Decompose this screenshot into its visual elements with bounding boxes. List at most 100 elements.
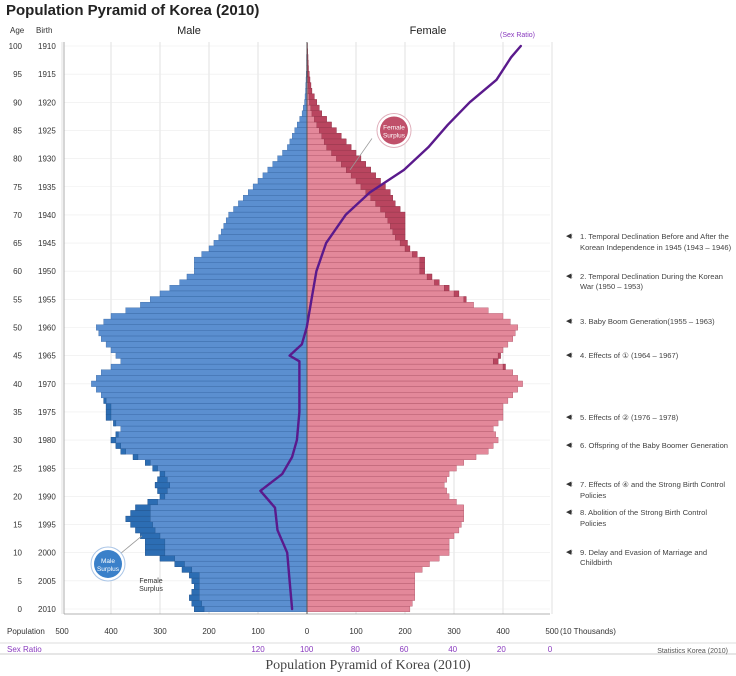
female-bar [306, 262, 425, 269]
female-bar [306, 273, 433, 280]
female-surplus-bar [309, 99, 317, 106]
male-bar [135, 504, 308, 511]
age-tick-label: 65 [13, 239, 22, 248]
annotation-text: 7. Effects of ④ and the Strong Birth Con… [580, 480, 726, 500]
male-surplus-bar [181, 566, 193, 573]
annotation-text: 1. Temporal Declination Before and After… [580, 232, 732, 252]
male-bar [238, 200, 308, 207]
age-tick-label: 60 [13, 267, 22, 276]
female-surplus-bar [370, 195, 393, 202]
male-surplus-bar [103, 397, 107, 404]
female-surplus-bar [426, 273, 433, 280]
female-bar [306, 510, 464, 517]
female-bar [306, 532, 455, 539]
male-surplus-bubble-text: Surplus [97, 566, 120, 573]
female-surplus-bar [412, 251, 418, 258]
male-bar [221, 228, 308, 235]
age-tick-label: 30 [13, 436, 22, 445]
female-bar [306, 437, 499, 444]
sex-ratio-tick-label: 60 [400, 645, 409, 654]
female-surplus-bar [375, 200, 396, 207]
male-bar [186, 273, 308, 280]
female-surplus-bar [319, 127, 337, 134]
age-tick-label: 80 [13, 155, 22, 164]
birth-tick-label: 1950 [38, 267, 56, 276]
female-surplus-bar [308, 82, 312, 89]
female-bar [306, 470, 450, 477]
population-tick-label: 500 [55, 627, 69, 636]
male-surplus-bar [113, 420, 117, 427]
male-bar [218, 234, 308, 241]
male-surplus-bar [132, 453, 139, 460]
male-bar [213, 240, 308, 247]
female-surplus-bubble-text: Surplus [383, 132, 406, 139]
annotation-marker-icon: ◀‹ [566, 413, 573, 421]
female-surplus-bar [387, 217, 406, 224]
population-tick-label: 200 [202, 627, 216, 636]
age-tick-label: 40 [13, 380, 22, 389]
female-surplus-bar [419, 262, 425, 269]
female-bar [306, 347, 504, 354]
male-surplus-bar [159, 470, 166, 477]
annotation-text: 4. Effects of ① (1964 – 1967) [580, 350, 679, 360]
annotation-text: 2. Temporal Declination During the Korea… [580, 271, 723, 292]
annotation-text: 8. Abolition of the Strong Birth Control… [580, 508, 708, 528]
female-bar [306, 544, 450, 551]
female-bar [306, 369, 513, 376]
male-bar [157, 476, 308, 483]
male-bar [101, 392, 308, 399]
male-bar [105, 341, 308, 348]
male-bar [115, 442, 308, 449]
age-tick-label: 10 [13, 549, 22, 558]
male-surplus-bar [130, 510, 151, 517]
population-unit-label: (10 Thousands) [560, 627, 616, 636]
male-bar [194, 268, 308, 275]
male-bar [140, 301, 308, 308]
annotation-item: ◀‹ 5. Effects of ② (1976 – 1978) [566, 413, 734, 424]
male-surplus-bar [159, 555, 175, 562]
birth-tick-label: 1915 [38, 70, 56, 79]
male-surplus-bar [105, 414, 112, 421]
male-bar [159, 470, 308, 477]
male-bar [289, 138, 308, 145]
female-bar [306, 448, 489, 455]
male-bar [130, 521, 308, 528]
age-tick-label: 20 [13, 492, 22, 501]
annotation-marker-icon: ◀‹ [566, 317, 573, 325]
male-surplus-bar [189, 572, 200, 579]
age-tick-label: 50 [13, 324, 22, 333]
male-bar [147, 499, 308, 506]
male-surplus-bar [159, 493, 166, 500]
female-surplus-bar [395, 234, 406, 241]
male-bar [223, 223, 308, 230]
female-surplus-bar [311, 110, 322, 117]
male-bar [145, 549, 308, 556]
male-surplus-bar [110, 437, 117, 444]
annotation-marker-icon: ◀‹ [566, 441, 573, 449]
female-bar [306, 335, 513, 342]
annotation-text: 9. Delay and Evasion of Marriage and Chi… [580, 547, 708, 568]
male-bar [105, 408, 308, 415]
male-bar [115, 352, 308, 359]
female-bar [306, 482, 445, 489]
male-surplus-bar [145, 544, 166, 551]
male-bar [272, 161, 308, 168]
population-tick-label: 400 [104, 627, 118, 636]
male-bar [96, 375, 308, 382]
male-bar [252, 183, 308, 190]
male-surplus-bar [105, 408, 112, 415]
age-tick-label: 75 [13, 183, 22, 192]
female-surplus-bar [399, 240, 408, 247]
male-bar [96, 324, 308, 331]
female-surplus-bar [419, 268, 425, 275]
male-bar [287, 144, 308, 151]
population-tick-label: 0 [305, 627, 310, 636]
male-surplus-bar [125, 515, 151, 522]
sex-ratio-tick-label: 0 [548, 645, 553, 654]
female-bar [306, 296, 467, 303]
male-bar [96, 386, 308, 393]
male-bar [194, 262, 308, 269]
birth-tick-label: 1955 [38, 295, 56, 304]
male-bar [292, 133, 308, 140]
